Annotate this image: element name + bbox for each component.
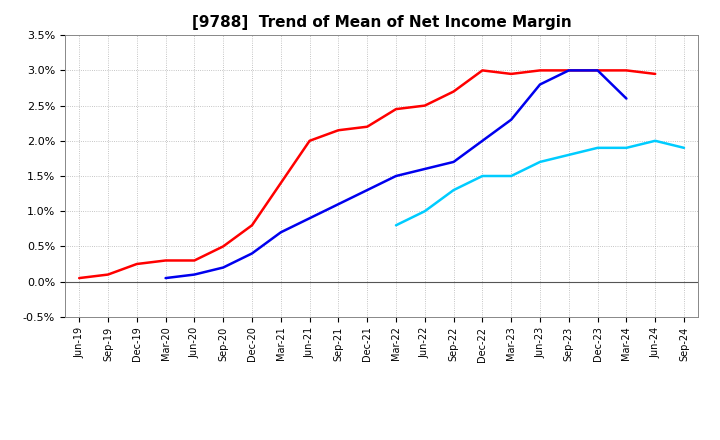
- 5 Years: [536, 82, 544, 87]
- 5 Years: [219, 265, 228, 270]
- 3 Years: [363, 124, 372, 129]
- 7 Years: [392, 223, 400, 228]
- 7 Years: [478, 173, 487, 179]
- 3 Years: [478, 68, 487, 73]
- 5 Years: [363, 187, 372, 193]
- 3 Years: [219, 244, 228, 249]
- 7 Years: [420, 209, 429, 214]
- 3 Years: [564, 68, 573, 73]
- 3 Years: [507, 71, 516, 77]
- 5 Years: [190, 272, 199, 277]
- 3 Years: [132, 261, 141, 267]
- 3 Years: [536, 68, 544, 73]
- 3 Years: [392, 106, 400, 112]
- 3 Years: [449, 89, 458, 94]
- Line: 7 Years: 7 Years: [396, 141, 684, 225]
- 5 Years: [161, 275, 170, 281]
- 3 Years: [622, 68, 631, 73]
- 7 Years: [622, 145, 631, 150]
- 3 Years: [190, 258, 199, 263]
- 5 Years: [449, 159, 458, 165]
- 5 Years: [305, 216, 314, 221]
- 7 Years: [449, 187, 458, 193]
- 5 Years: [248, 251, 256, 256]
- 7 Years: [680, 145, 688, 150]
- 3 Years: [104, 272, 112, 277]
- 7 Years: [536, 159, 544, 165]
- 7 Years: [651, 138, 660, 143]
- 5 Years: [392, 173, 400, 179]
- 5 Years: [276, 230, 285, 235]
- Line: 5 Years: 5 Years: [166, 70, 626, 278]
- 7 Years: [564, 152, 573, 158]
- 3 Years: [420, 103, 429, 108]
- 3 Years: [161, 258, 170, 263]
- 3 Years: [305, 138, 314, 143]
- 5 Years: [564, 68, 573, 73]
- 3 Years: [651, 71, 660, 77]
- 5 Years: [622, 96, 631, 101]
- 3 Years: [248, 223, 256, 228]
- Title: [9788]  Trend of Mean of Net Income Margin: [9788] Trend of Mean of Net Income Margi…: [192, 15, 572, 30]
- 5 Years: [420, 166, 429, 172]
- 3 Years: [75, 275, 84, 281]
- 3 Years: [593, 68, 602, 73]
- 5 Years: [334, 202, 343, 207]
- 5 Years: [507, 117, 516, 122]
- 5 Years: [478, 138, 487, 143]
- 5 Years: [593, 68, 602, 73]
- Line: 3 Years: 3 Years: [79, 70, 655, 278]
- 7 Years: [593, 145, 602, 150]
- 3 Years: [334, 128, 343, 133]
- 7 Years: [507, 173, 516, 179]
- 3 Years: [276, 180, 285, 186]
